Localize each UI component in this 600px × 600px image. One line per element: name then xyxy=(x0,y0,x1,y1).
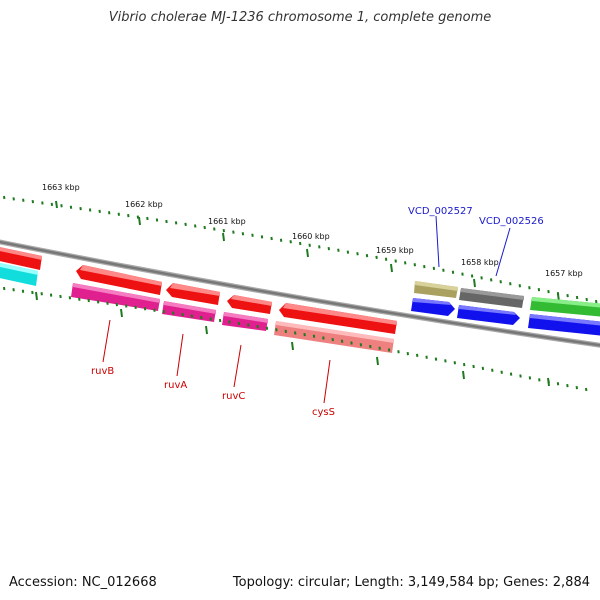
gene-magenta-ruvC xyxy=(222,312,268,331)
accession-label: Accession: NC_012668 xyxy=(9,575,157,590)
backbone xyxy=(0,239,600,348)
gene-label-VCD_002526: VCD_002526 xyxy=(479,216,544,227)
scale-label-1659: 1659 kbp xyxy=(376,246,414,255)
leader-line-VCD_002526 xyxy=(495,227,511,277)
gene-magenta-ruvB xyxy=(71,283,160,311)
gene-red-ruvA-upper xyxy=(166,283,220,305)
inner-major-tick-1657 xyxy=(547,377,550,387)
leader-line-cysS xyxy=(323,359,331,404)
label-group-cysS: cysS xyxy=(312,359,335,418)
gene-red-ruvC-upper xyxy=(227,295,272,314)
gene-green-right-edge xyxy=(530,297,600,317)
gene-olive-VCD_002527 xyxy=(414,281,458,298)
leader-line-ruvA xyxy=(176,333,184,377)
gene-pink-cysS xyxy=(274,321,394,353)
gene-red-left-edge xyxy=(0,247,42,270)
leader-line-ruvB xyxy=(102,319,111,363)
gene-label-ruvA: ruvA xyxy=(164,380,187,391)
label-group-ruvC: ruvC xyxy=(222,344,245,402)
gene-label-cysS: cysS xyxy=(312,407,335,418)
major-tick-1661 xyxy=(222,232,225,242)
scale-label-1662: 1662 kbp xyxy=(125,200,163,209)
gene-labels: ruvB ruvA ruvC cysS VCD_002527 VCD_00252… xyxy=(91,206,544,418)
gene-blue-2 xyxy=(457,305,520,325)
leader-line-ruvC xyxy=(233,344,242,388)
major-tick-1658 xyxy=(473,278,476,288)
inner-major-tick-1660 xyxy=(291,341,294,351)
reverse-strand-features xyxy=(0,263,600,353)
outer-tick-ring xyxy=(3,195,598,304)
topology-summary: Topology: circular; Length: 3,149,584 bp… xyxy=(232,575,590,590)
label-group-VCD_002527: VCD_002527 xyxy=(408,206,473,268)
gene-magenta-ruvA xyxy=(162,301,216,322)
scale-labels: 1663 kbp 1662 kbp 1661 kbp 1660 kbp 1659… xyxy=(42,183,583,278)
gene-label-VCD_002527: VCD_002527 xyxy=(408,206,473,217)
inner-major-tick-1661 xyxy=(205,325,208,335)
label-group-ruvB: ruvB xyxy=(91,319,114,377)
major-tick-1663 xyxy=(55,200,58,209)
gene-cyan-left-edge xyxy=(0,263,38,286)
gene-label-ruvB: ruvB xyxy=(91,366,114,377)
gene-blue-right-edge xyxy=(528,314,600,336)
leader-line-VCD_002527 xyxy=(435,215,440,268)
major-tick-1662 xyxy=(138,216,141,226)
inner-major-tick-1659 xyxy=(376,356,379,366)
major-tick-1660 xyxy=(306,248,309,258)
inner-major-tick-1663 xyxy=(35,291,38,301)
forward-strand-features xyxy=(0,247,600,334)
inner-major-tick-1662 xyxy=(120,308,123,318)
gene-red-cysS-upper xyxy=(279,303,397,334)
gene-blue-1 xyxy=(411,298,455,316)
gene-gray-VCD_002526 xyxy=(459,288,524,308)
gene-red-ruvB-upper xyxy=(76,265,162,295)
major-tick-1659 xyxy=(390,263,393,273)
scale-label-1657: 1657 kbp xyxy=(545,269,583,278)
scale-label-1661: 1661 kbp xyxy=(208,217,246,226)
gene-label-ruvC: ruvC xyxy=(222,391,245,402)
label-group-ruvA: ruvA xyxy=(164,333,187,391)
scale-label-1660: 1660 kbp xyxy=(292,232,330,241)
label-group-VCD_002526: VCD_002526 xyxy=(479,216,544,277)
inner-major-tick-1658 xyxy=(462,370,465,380)
scale-label-1658: 1658 kbp xyxy=(461,258,499,267)
inner-tick-ring xyxy=(3,286,588,392)
map-title: Vibrio cholerae MJ-1236 chromosome 1, co… xyxy=(108,10,492,25)
scale-label-1663: 1663 kbp xyxy=(42,183,80,192)
